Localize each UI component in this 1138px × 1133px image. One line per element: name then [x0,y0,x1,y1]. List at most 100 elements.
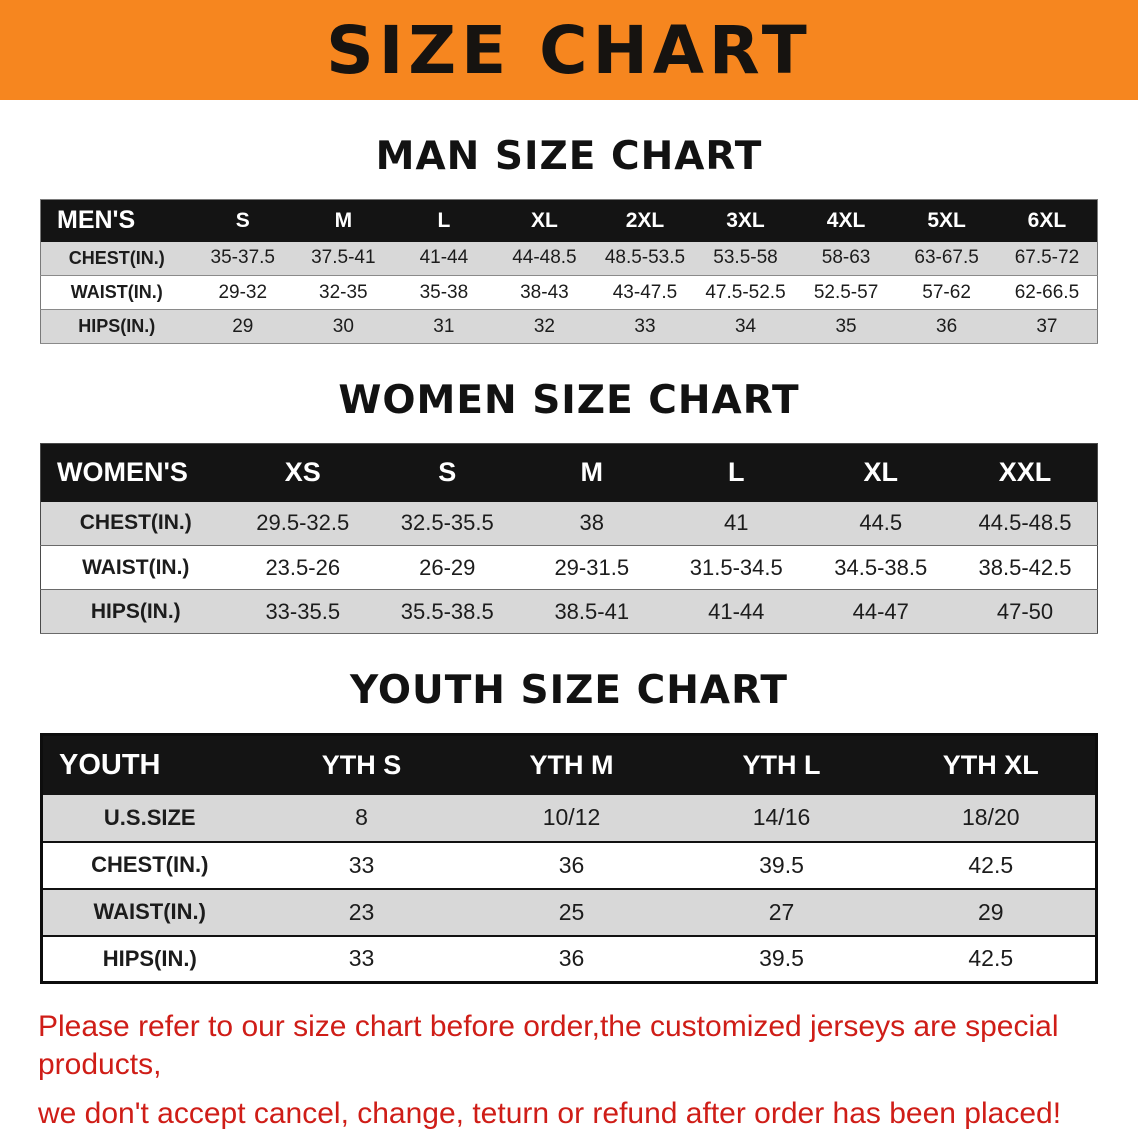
women-cell-0-1: 32.5-35.5 [400,510,494,536]
youth-row-3-label: HIPS(IN.) [102,945,197,971]
men-row-1-label: WAIST(IN.) [70,282,163,302]
women-row-0: CHEST(IN.) 29.5-32.5 32.5-35.5 38 41 44.5 44.5… [40,501,1098,546]
youth-cell-3-3: 42.5 [968,945,1014,972]
page-title: SIZE CHART [326,11,812,89]
men-cell-2-2: 31 [433,315,455,337]
women-row-0-label: CHEST(IN.) [79,511,192,535]
men-cell-0-4: 48.5-53.5 [604,247,686,269]
women-cell-2-1: 35.5-38.5 [400,598,494,624]
youth-cell-1-1: 36 [558,851,585,878]
women-cell-0-4: 44.5 [859,510,903,536]
youth-row-0-label: U.S.SIZE [103,804,196,830]
youth-row-2-label: WAIST(IN.) [93,899,206,924]
women-cell-1-0: 23.5-26 [265,554,341,580]
women-cell-2-5: 47-50 [996,598,1054,624]
youth-row-1-label: CHEST(IN.) [91,852,209,877]
youth-header-row: YOUTH YTH S YTH M YTH L YTH XL [41,734,1097,795]
youth-cell-3-1: 36 [558,945,585,972]
men-header-cell-6: 3XL [726,208,765,232]
men-size-table: MEN'S S M L XL 2XL 3XL 4XL 5XL 6XL CHEST(IN.) 35-37… [40,199,1098,344]
men-header-cell-8: 5XL [927,208,966,232]
men-row-0: CHEST(IN.) 35-37.5 37.5-41 41-44 44-48.5 48.5… [40,241,1098,276]
youth-cell-0-1: 10/12 [542,804,601,830]
women-row-2: HIPS(IN.) 33-35.5 35.5-38.5 38.5-41 41-44 44-… [40,589,1098,634]
women-header-cell-5: XL [863,457,898,488]
men-cell-1-8: 62-66.5 [1014,281,1080,303]
men-cell-0-7: 63-67.5 [914,247,979,269]
banner: SIZE CHART [0,0,1138,100]
men-cell-0-6: 58-63 [821,247,871,269]
men-header-cell-5: 2XL [625,208,665,232]
women-cell-0-0: 29.5-32.5 [256,510,350,536]
women-header-cell-2: S [438,457,457,488]
youth-row-3: HIPS(IN.) 33 36 39.5 42.5 [41,935,1097,983]
youth-size-table: YOUTH YTH S YTH M YTH L YTH XL U.S.SIZE 8 10/12… [40,733,1098,984]
youth-cell-2-1: 25 [558,898,585,925]
men-header-label: MEN'S [57,206,136,235]
men-cell-1-4: 43-47.5 [612,281,678,303]
women-header-cell-3: M [580,457,604,488]
men-cell-0-5: 53.5-58 [713,247,778,269]
youth-row-1: CHEST(IN.) 33 36 39.5 42.5 [41,841,1097,889]
youth-cell-1-0: 33 [348,851,375,878]
women-size-table: WOMEN'S XS S M L XL XXL CHEST(IN.) 29.5-32.5 32.5… [40,443,1098,634]
women-cell-2-2: 38.5-41 [554,598,630,624]
men-section: MAN SIZE CHART MEN'S S M L XL 2XL 3XL 4XL 5XL 6XL… [0,134,1138,344]
men-row-0-label: CHEST(IN.) [68,247,165,268]
youth-header-cell-3: YTH L [742,749,821,780]
women-header-row: WOMEN'S XS S M L XL XXL [40,443,1098,502]
youth-row-0: U.S.SIZE 8 10/12 14/16 18/20 [41,794,1097,842]
women-section: WOMEN SIZE CHART WOMEN'S XS S M L XL XXL CHEST(… [0,378,1138,634]
men-header-cell-1: S [235,208,250,232]
men-header-cell-2: M [334,208,353,232]
women-row-2-label: HIPS(IN.) [90,599,181,623]
women-cell-1-2: 29-31.5 [554,554,630,580]
men-cell-0-3: 44-48.5 [512,247,577,269]
youth-cell-3-0: 33 [348,945,375,972]
men-cell-1-2: 35-38 [419,281,469,303]
women-size-chart-heading: WOMEN SIZE CHART [338,378,800,423]
youth-header-cell-2: YTH M [529,749,614,780]
women-header-label: WOMEN'S [57,457,188,488]
youth-header-cell-4: YTH XL [942,749,1039,780]
men-cell-2-4: 33 [634,315,656,337]
men-cell-2-8: 37 [1036,315,1058,337]
women-cell-1-1: 26-29 [419,554,476,580]
men-cell-2-1: 30 [332,315,354,337]
youth-header-cell-1: YTH S [321,749,402,780]
women-cell-1-5: 38.5-42.5 [978,554,1072,580]
men-row-2-label: HIPS(IN.) [78,316,156,336]
men-cell-0-8: 67.5-72 [1014,247,1080,269]
footer-note: Please refer to our size chart before or… [38,1008,1100,1133]
footer-note-line-2: we don't accept cancel, change, teturn o… [38,1097,1062,1130]
footer-note-line-1: Please refer to our size chart before or… [38,1010,1059,1081]
men-cell-1-5: 47.5-52.5 [705,281,786,303]
youth-header-label: YOUTH [59,748,161,781]
women-cell-2-4: 44-47 [852,598,909,624]
women-cell-1-3: 31.5-34.5 [689,554,783,580]
youth-cell-2-0: 23 [348,898,375,925]
youth-section: YOUTH SIZE CHART YOUTH YTH S YTH M YTH L YTH… [0,668,1138,984]
men-cell-2-3: 32 [533,315,555,337]
men-cell-0-0: 35-37.5 [210,247,275,269]
men-cell-2-6: 35 [835,315,857,337]
youth-cell-0-3: 18/20 [961,804,1020,830]
men-header-cell-4: XL [530,208,558,232]
youth-cell-1-3: 42.5 [968,851,1014,878]
men-cell-0-2: 41-44 [419,247,469,269]
youth-row-2: WAIST(IN.) 23 25 27 29 [41,888,1097,936]
men-cell-1-6: 52.5-57 [813,281,879,303]
women-cell-0-2: 38 [579,510,604,536]
youth-cell-2-3: 29 [977,898,1004,925]
men-header-cell-3: L [437,208,451,232]
men-header-cell-9: 6XL [1027,208,1067,232]
men-cell-1-3: 38-43 [520,281,569,303]
men-header-row: MEN'S S M L XL 2XL 3XL 4XL 5XL 6XL [40,199,1098,242]
women-row-1-label: WAIST(IN.) [82,555,190,579]
youth-size-chart-heading: YOUTH SIZE CHART [350,668,788,713]
youth-cell-1-2: 39.5 [759,851,804,878]
women-header-cell-4: L [728,457,745,488]
men-cell-1-1: 32-35 [319,281,368,303]
youth-cell-0-2: 14/16 [752,804,811,830]
